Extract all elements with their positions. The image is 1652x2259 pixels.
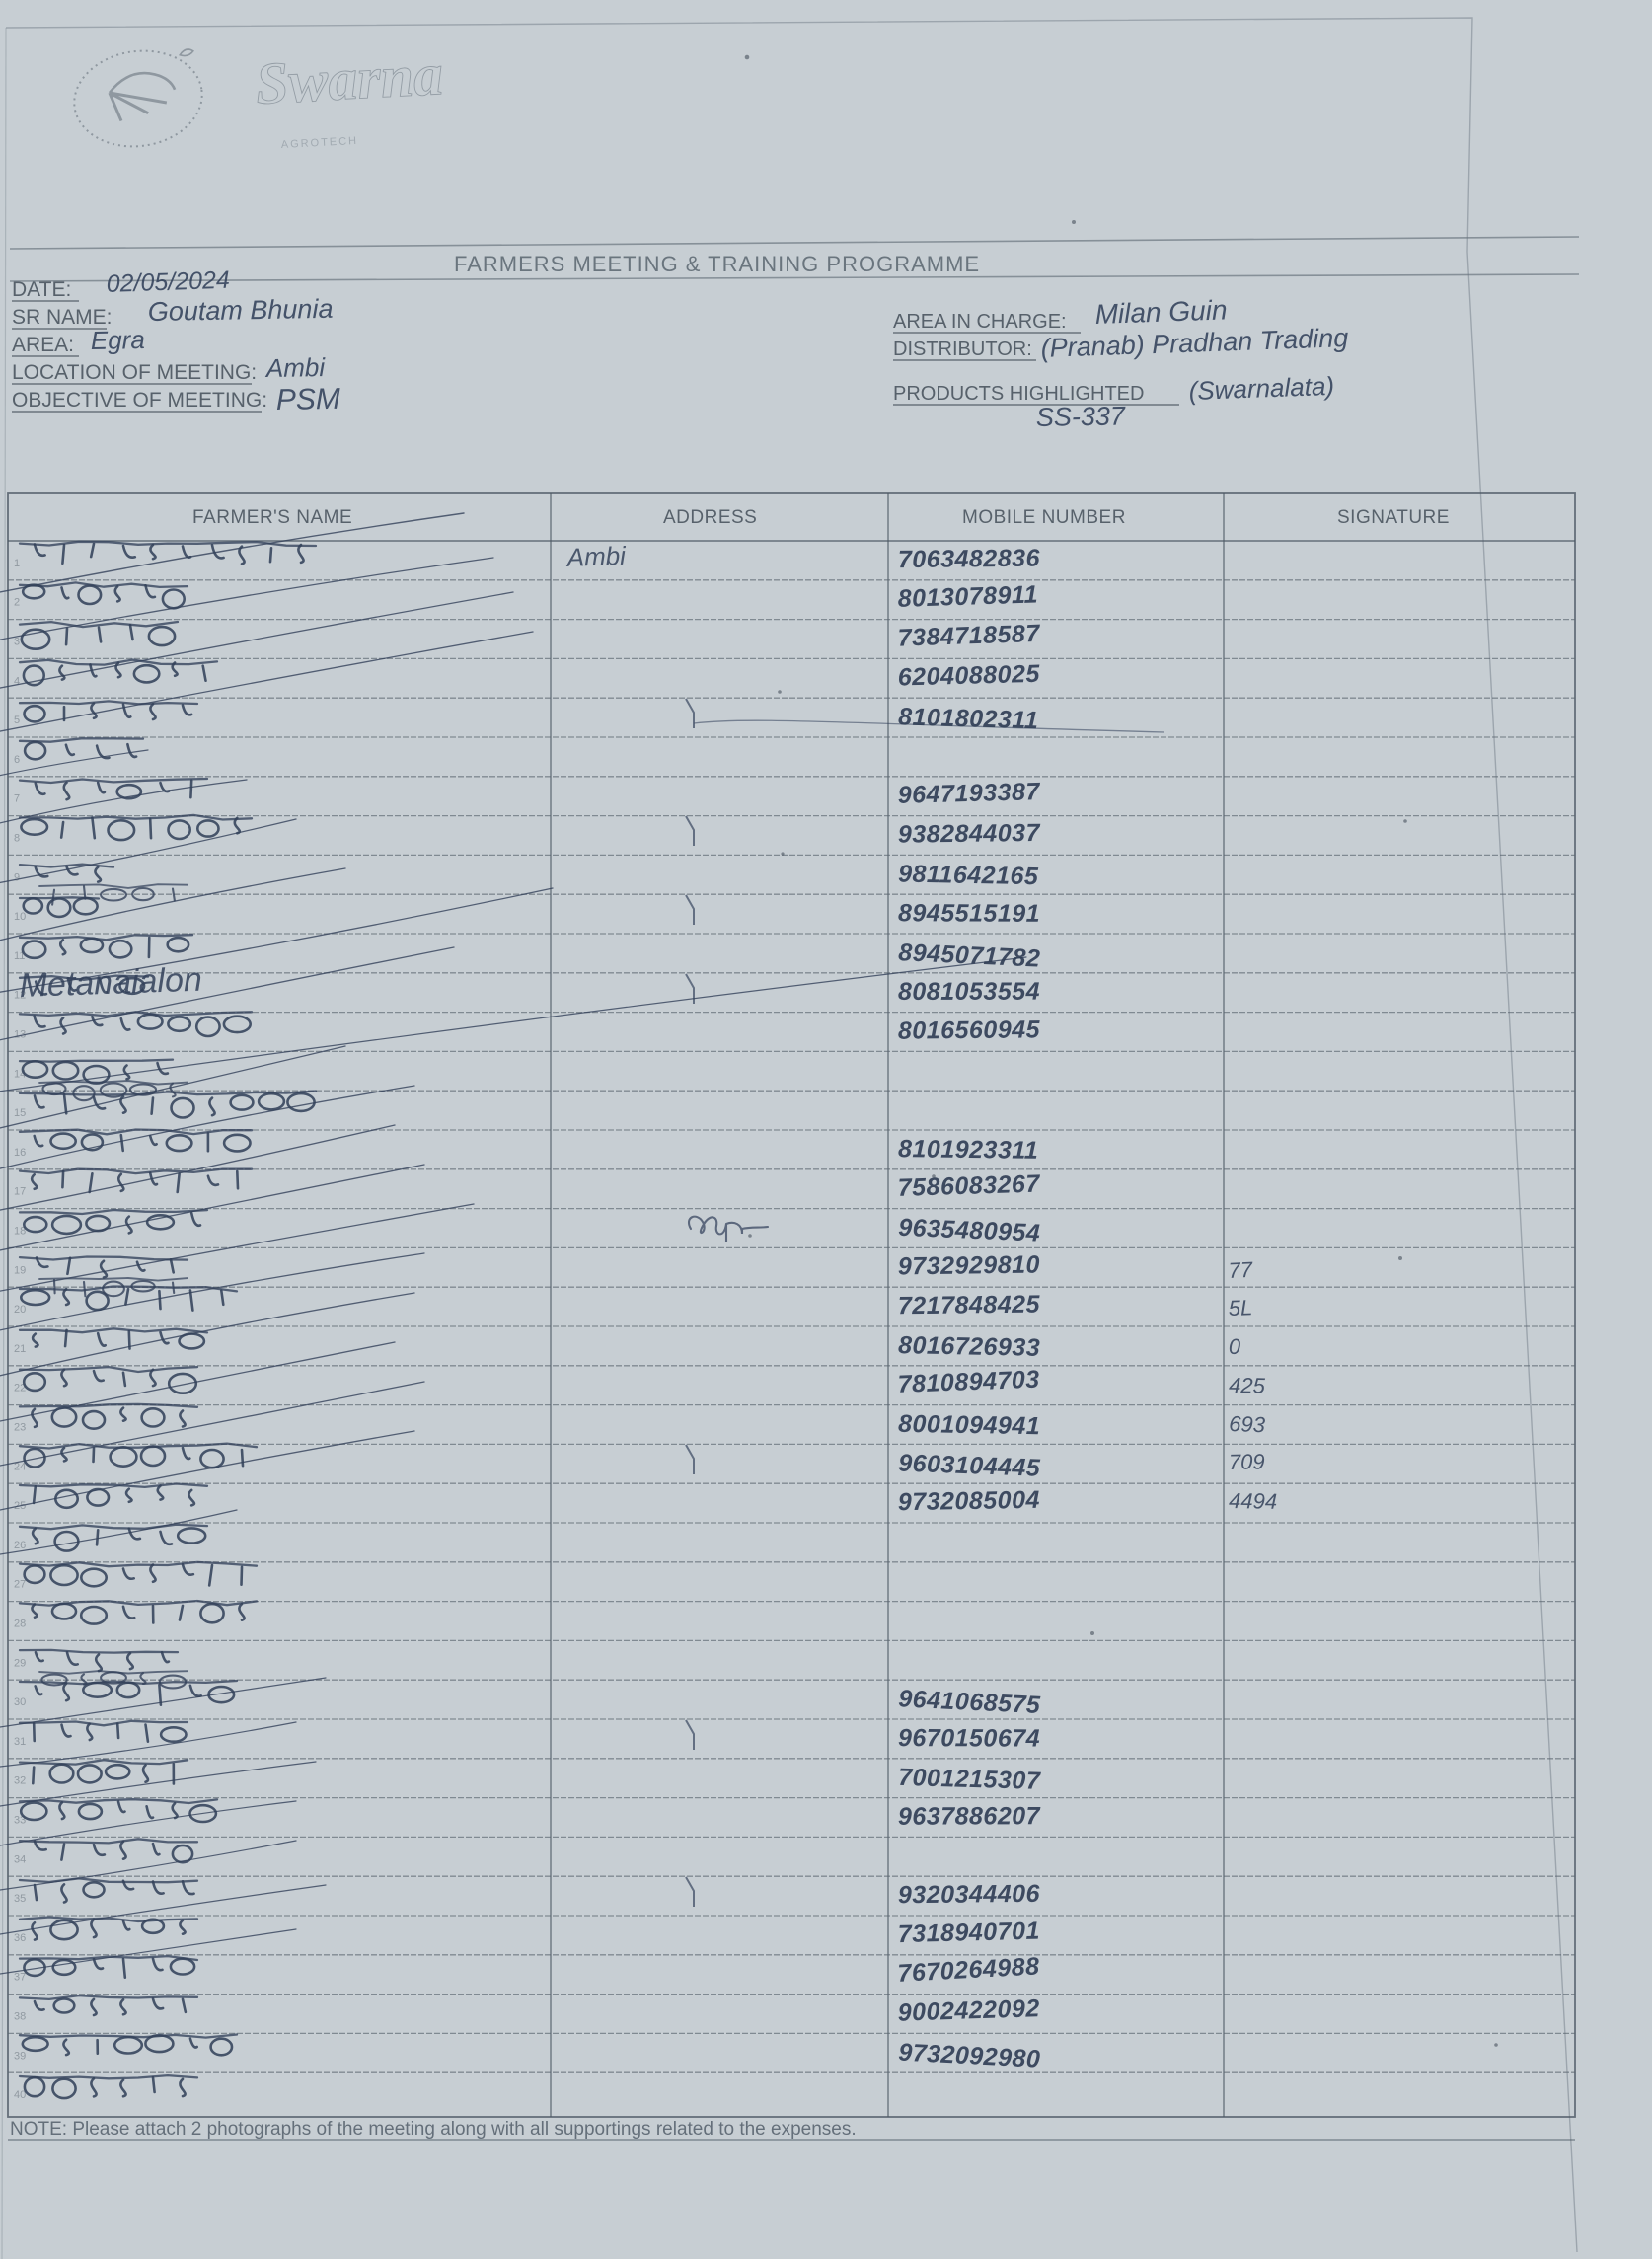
svg-text:DATE:: DATE: bbox=[12, 278, 71, 301]
svg-text:FARMERS MEETING & TRAINING PRO: FARMERS MEETING & TRAINING PROGRAMME bbox=[454, 252, 980, 276]
svg-text:10: 10 bbox=[14, 911, 26, 923]
svg-text:20: 20 bbox=[14, 1304, 26, 1316]
svg-text:Ambi: Ambi bbox=[564, 541, 627, 572]
svg-text:7001215307: 7001215307 bbox=[898, 1764, 1041, 1795]
svg-text:0: 0 bbox=[1229, 1334, 1241, 1359]
svg-text:AREA:: AREA: bbox=[12, 334, 74, 356]
svg-text:7318940701: 7318940701 bbox=[897, 1918, 1040, 1949]
svg-text:39: 39 bbox=[14, 2050, 26, 2062]
svg-text:32: 32 bbox=[14, 1775, 26, 1787]
svg-text:LOCATION OF MEETING:: LOCATION OF MEETING: bbox=[12, 361, 257, 384]
svg-text:15: 15 bbox=[14, 1107, 26, 1119]
svg-text:23: 23 bbox=[14, 1422, 26, 1434]
svg-text:16: 16 bbox=[14, 1147, 26, 1159]
svg-text:FARMER'S NAME: FARMER'S NAME bbox=[192, 507, 352, 528]
svg-text:27: 27 bbox=[14, 1579, 26, 1591]
svg-text:Milan Guin: Milan Guin bbox=[1094, 294, 1228, 330]
svg-text:02/05/2024: 02/05/2024 bbox=[106, 266, 230, 298]
svg-text:425: 425 bbox=[1229, 1373, 1266, 1398]
svg-text:MOBILE NUMBER: MOBILE NUMBER bbox=[962, 507, 1126, 528]
svg-text:Swarna: Swarna bbox=[254, 41, 444, 116]
svg-text:9811642165: 9811642165 bbox=[898, 861, 1039, 891]
svg-text:ADDRESS: ADDRESS bbox=[663, 507, 757, 528]
svg-text:7810894703: 7810894703 bbox=[897, 1366, 1040, 1398]
svg-text:PSM: PSM bbox=[276, 383, 341, 416]
svg-text:Metanaialon: Metanaialon bbox=[19, 961, 202, 1005]
svg-text:8001094941: 8001094941 bbox=[898, 1410, 1041, 1441]
svg-text:7063482836: 7063482836 bbox=[898, 545, 1041, 574]
svg-text:31: 31 bbox=[14, 1736, 26, 1748]
svg-text:19: 19 bbox=[14, 1264, 26, 1276]
svg-text:SS-337: SS-337 bbox=[1036, 401, 1127, 432]
svg-text:6204088025: 6204088025 bbox=[897, 660, 1040, 692]
svg-text:8: 8 bbox=[14, 833, 20, 845]
svg-text:2: 2 bbox=[14, 597, 20, 609]
svg-text:7: 7 bbox=[14, 793, 20, 805]
svg-text:9637886207: 9637886207 bbox=[898, 1802, 1041, 1831]
svg-text:35: 35 bbox=[14, 1893, 26, 1905]
svg-text:9002422092: 9002422092 bbox=[897, 1995, 1040, 2027]
svg-text:7217848425: 7217848425 bbox=[898, 1291, 1041, 1320]
svg-text:693: 693 bbox=[1229, 1411, 1266, 1437]
svg-text:8945515191: 8945515191 bbox=[898, 899, 1040, 928]
svg-text:30: 30 bbox=[14, 1696, 26, 1708]
svg-text:Goutam Bhunia: Goutam Bhunia bbox=[148, 294, 334, 327]
svg-text:7384718587: 7384718587 bbox=[897, 620, 1040, 652]
svg-text:37: 37 bbox=[14, 1972, 26, 1984]
svg-text:Egra: Egra bbox=[91, 325, 145, 355]
svg-text:17: 17 bbox=[14, 1186, 26, 1198]
svg-text:36: 36 bbox=[14, 1932, 26, 1944]
svg-text:SIGNATURE: SIGNATURE bbox=[1337, 507, 1450, 528]
svg-text:8081053554: 8081053554 bbox=[898, 978, 1040, 1006]
svg-text:34: 34 bbox=[14, 1853, 26, 1865]
svg-text:Ambi: Ambi bbox=[264, 352, 327, 383]
svg-text:4494: 4494 bbox=[1229, 1488, 1277, 1514]
svg-text:6: 6 bbox=[14, 754, 20, 766]
svg-text:9670150674: 9670150674 bbox=[898, 1724, 1040, 1753]
svg-text:40: 40 bbox=[14, 2089, 26, 2101]
svg-text:8016560945: 8016560945 bbox=[898, 1016, 1041, 1044]
svg-text:OBJECTIVE OF MEETING:: OBJECTIVE OF MEETING: bbox=[12, 389, 267, 412]
svg-text:8101802311: 8101802311 bbox=[898, 703, 1039, 734]
svg-text:5L: 5L bbox=[1228, 1295, 1252, 1320]
svg-text:AREA IN CHARGE:: AREA IN CHARGE: bbox=[893, 311, 1067, 333]
svg-text:9: 9 bbox=[14, 871, 20, 883]
svg-text:3: 3 bbox=[14, 637, 20, 648]
svg-text:9732929810: 9732929810 bbox=[898, 1250, 1040, 1280]
svg-text:77: 77 bbox=[1228, 1257, 1254, 1283]
svg-text:8013078911: 8013078911 bbox=[897, 580, 1038, 612]
svg-text:8101923311: 8101923311 bbox=[898, 1135, 1039, 1165]
svg-text:29: 29 bbox=[14, 1657, 26, 1669]
svg-text:DISTRIBUTOR:: DISTRIBUTOR: bbox=[893, 339, 1032, 360]
svg-text:9382844037: 9382844037 bbox=[898, 819, 1041, 849]
svg-text:9603104445: 9603104445 bbox=[898, 1450, 1042, 1482]
svg-text:28: 28 bbox=[14, 1619, 26, 1630]
svg-text:709: 709 bbox=[1229, 1449, 1265, 1474]
svg-text:9320344406: 9320344406 bbox=[898, 1880, 1041, 1910]
svg-text:8016726933: 8016726933 bbox=[898, 1331, 1041, 1362]
svg-text:NOTE: Please attach 2 photogra: NOTE: Please attach 2 photographs of the… bbox=[10, 2119, 857, 2140]
svg-text:38: 38 bbox=[14, 2011, 26, 2023]
svg-text:21: 21 bbox=[14, 1343, 26, 1355]
svg-text:(Swarnalata): (Swarnalata) bbox=[1188, 371, 1334, 406]
svg-text:1: 1 bbox=[14, 558, 20, 569]
svg-text:5: 5 bbox=[14, 715, 20, 726]
svg-text:9732085004: 9732085004 bbox=[898, 1486, 1041, 1517]
svg-text:7586083267: 7586083267 bbox=[897, 1170, 1040, 1202]
svg-text:26: 26 bbox=[14, 1540, 26, 1551]
svg-text:9647193387: 9647193387 bbox=[897, 778, 1040, 809]
